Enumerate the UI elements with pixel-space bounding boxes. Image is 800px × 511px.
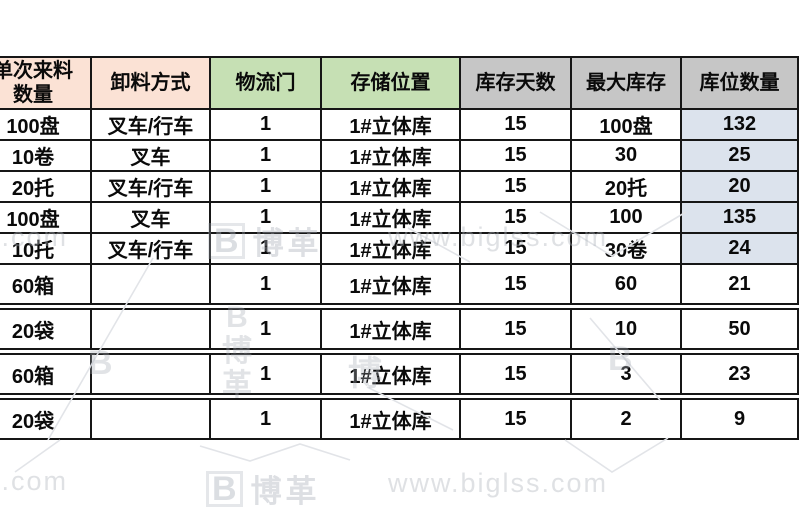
- cell-gate: 1: [209, 398, 322, 440]
- logo-b-icon: B: [206, 470, 243, 507]
- cell-days: 15: [459, 308, 572, 350]
- cell-storage: 1#立体库: [320, 263, 461, 305]
- inventory-table-wrap: 单次来料 数量 卸料方式 物流门 存储位置 库存天数 最大库存 库位数量 100…: [0, 56, 799, 440]
- table-row: 60箱 1 1#立体库 15 3 23: [0, 353, 799, 395]
- cell-qty: 100盘: [0, 201, 92, 234]
- cell-gate: 1: [209, 201, 322, 234]
- cell-slots: 23: [680, 353, 799, 395]
- cell-qty: 20托: [0, 170, 92, 203]
- cell-unload: 叉车: [90, 201, 211, 234]
- cell-qty: 10托: [0, 232, 92, 265]
- cell-storage: 1#立体库: [320, 232, 461, 265]
- table-row: 20袋 1 1#立体库 15 2 9: [0, 398, 799, 440]
- cell-days: 15: [459, 398, 572, 440]
- cell-slots: 50: [680, 308, 799, 350]
- cell-unload: 叉车/行车: [90, 232, 211, 265]
- cell-days: 15: [459, 108, 572, 141]
- header-incoming-qty-line2: 数量: [13, 84, 53, 106]
- cell-unload: [90, 353, 211, 395]
- cell-max: 60: [570, 263, 682, 305]
- cell-qty: 20袋: [0, 398, 92, 440]
- cell-max: 10: [570, 308, 682, 350]
- cell-qty: 20袋: [0, 308, 92, 350]
- cell-gate: 1: [209, 232, 322, 265]
- cell-slots: 24: [680, 232, 799, 265]
- cell-gate: 1: [209, 139, 322, 172]
- cell-gate: 1: [209, 108, 322, 141]
- cell-slots: 135: [680, 201, 799, 234]
- cell-days: 15: [459, 263, 572, 305]
- cell-unload: 叉车/行车: [90, 108, 211, 141]
- biglss-logo-watermark: B 博革: [206, 466, 321, 511]
- header-slot-count: 库位数量: [680, 56, 799, 110]
- cell-storage: 1#立体库: [320, 353, 461, 395]
- header-row: 单次来料 数量 卸料方式 物流门 存储位置 库存天数 最大库存 库位数量: [0, 56, 799, 110]
- cell-unload: [90, 308, 211, 350]
- inventory-table: 单次来料 数量 卸料方式 物流门 存储位置 库存天数 最大库存 库位数量 100…: [0, 56, 799, 440]
- table-row: 100盘 叉车 1 1#立体库 15 100 135: [0, 201, 799, 234]
- cell-slots: 21: [680, 263, 799, 305]
- cell-slots: 9: [680, 398, 799, 440]
- cell-max: 100盘: [570, 108, 682, 141]
- cell-storage: 1#立体库: [320, 201, 461, 234]
- table-row: 60箱 1 1#立体库 15 60 21: [0, 263, 799, 305]
- watermark-site-text: www.biglss.com: [0, 466, 69, 496]
- table-row: 100盘 叉车/行车 1 1#立体库 15 100盘 132: [0, 108, 799, 141]
- header-logistics-gate: 物流门: [209, 56, 322, 110]
- cell-storage: 1#立体库: [320, 170, 461, 203]
- cell-max: 20托: [570, 170, 682, 203]
- cell-days: 15: [459, 139, 572, 172]
- table-row: 20袋 1 1#立体库 15 10 50: [0, 308, 799, 350]
- header-incoming-qty-line1: 单次来料: [0, 60, 73, 82]
- cell-max: 100: [570, 201, 682, 234]
- table-row: 10卷 叉车 1 1#立体库 15 30 25: [0, 139, 799, 172]
- cell-gate: 1: [209, 308, 322, 350]
- header-storage-location: 存储位置: [320, 56, 461, 110]
- header-unload-method: 卸料方式: [90, 56, 211, 110]
- cell-qty: 10卷: [0, 139, 92, 172]
- cell-max: 2: [570, 398, 682, 440]
- cell-days: 15: [459, 170, 572, 203]
- cell-gate: 1: [209, 170, 322, 203]
- watermark-site-text: www.biglss.com: [388, 468, 609, 498]
- cell-qty: 60箱: [0, 353, 92, 395]
- cell-max: 30卷: [570, 232, 682, 265]
- cell-storage: 1#立体库: [320, 398, 461, 440]
- cell-days: 15: [459, 201, 572, 234]
- cell-unload: [90, 398, 211, 440]
- row-gap: [0, 304, 798, 309]
- header-incoming-qty: 单次来料 数量: [0, 56, 92, 110]
- cell-slots: 20: [680, 170, 799, 203]
- cell-qty: 60箱: [0, 263, 92, 305]
- table-row: 20托 叉车/行车 1 1#立体库 15 20托 20: [0, 170, 799, 203]
- table-row: 10托 叉车/行车 1 1#立体库 15 30卷 24: [0, 232, 799, 265]
- cell-gate: 1: [209, 353, 322, 395]
- header-max-inventory: 最大库存: [570, 56, 682, 110]
- cell-days: 15: [459, 353, 572, 395]
- header-inventory-days: 库存天数: [459, 56, 572, 110]
- cell-slots: 25: [680, 139, 799, 172]
- cell-storage: 1#立体库: [320, 108, 461, 141]
- cell-unload: [90, 263, 211, 305]
- cell-slots: 132: [680, 108, 799, 141]
- cell-max: 3: [570, 353, 682, 395]
- cell-unload: 叉车: [90, 139, 211, 172]
- row-gap: [0, 349, 798, 354]
- cell-gate: 1: [209, 263, 322, 305]
- cell-days: 15: [459, 232, 572, 265]
- cell-max: 30: [570, 139, 682, 172]
- cell-storage: 1#立体库: [320, 139, 461, 172]
- brand-text: 博革: [250, 474, 321, 509]
- cell-storage: 1#立体库: [320, 308, 461, 350]
- cell-unload: 叉车/行车: [90, 170, 211, 203]
- cell-qty: 100盘: [0, 108, 92, 141]
